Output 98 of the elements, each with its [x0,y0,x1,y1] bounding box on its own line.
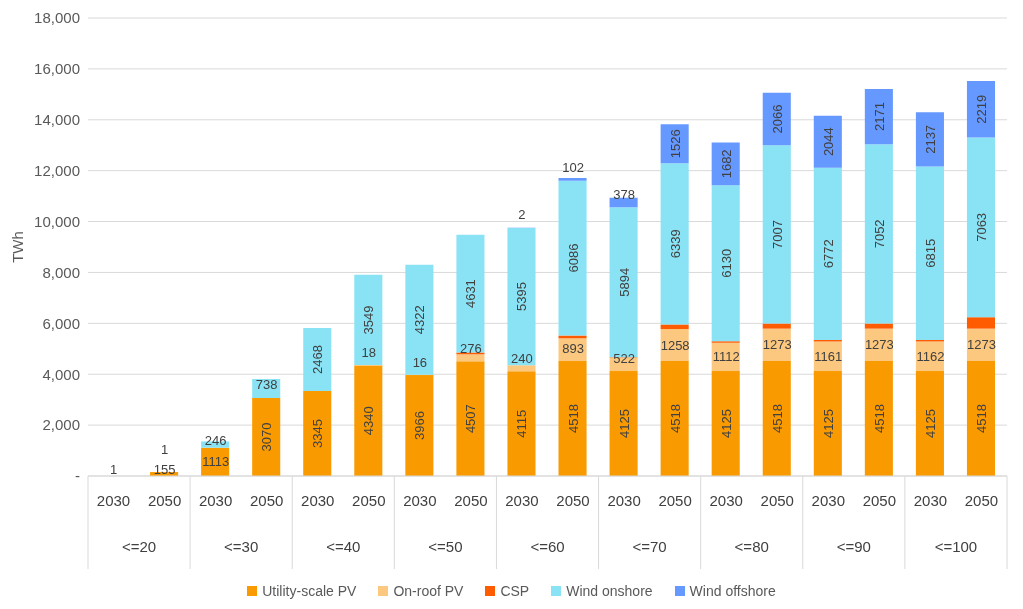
data-label: 4340 [361,406,377,436]
data-label: 6130 [718,248,734,278]
x-tick-label: 2030 [198,492,233,509]
data-label: 5395 [514,282,530,312]
data-label: 16 [412,354,428,370]
data-label: 1113 [202,454,230,470]
data-label: 6086 [565,243,581,273]
data-label: 2066 [769,104,785,134]
data-label: 1258 [660,337,690,353]
x-tick-label: 2050 [454,492,488,509]
x-tick-label: 2030 [913,492,948,509]
data-label: 7052 [871,219,887,249]
data-label: 1526 [667,129,683,159]
x-tick-label: 2050 [862,492,897,509]
x-tick-label: 2050 [352,492,386,509]
data-label: 4631 [463,279,479,309]
data-label: 18 [361,345,377,361]
y-tick-label: 4,000 [42,365,80,383]
y-tick-label: 18,000 [34,9,80,27]
x-tick-label: 2030 [505,492,539,509]
x-tick-label: 2030 [607,492,641,509]
data-label: 1 [160,441,169,457]
data-label: 4115 [514,409,530,438]
text: <=70 [632,538,667,555]
legend-label: CSP [499,583,530,599]
data-label: 1682 [718,149,734,179]
data-label: 2137 [922,124,938,154]
legend-label: Wind onshore [565,583,653,599]
x-tick-label: 2050 [147,492,182,509]
text: <=30 [224,538,259,555]
y-tick-label: 2,000 [42,416,80,434]
data-label: 276 [460,340,482,356]
data-label: 4518 [871,404,887,433]
x-tick-label: 2030 [96,492,131,509]
data-label: 1273 [762,337,792,353]
data-label: 240 [511,350,533,366]
data-label: 738 [255,377,278,393]
x-tick-label: 2050 [658,492,692,509]
text: <=100 [934,538,978,555]
data-label: 4518 [769,404,785,433]
y-tick-label: 8,000 [42,263,80,281]
data-label: 1162 [916,348,945,364]
y-axis-title: TWh [9,231,27,263]
data-label: 2171 [871,102,887,131]
legend-label: Utility-scale PV [261,583,357,599]
x-tick-label: 2030 [301,492,335,509]
data-label: 6815 [922,238,938,268]
text: <=90 [836,538,871,555]
data-label: 4125 [718,409,734,438]
data-label: 2468 [310,345,326,374]
data-label: 1273 [864,337,894,353]
y-tick-label: - [75,467,80,485]
text: <=20 [121,538,157,555]
data-label: 6772 [820,239,836,269]
data-label: 4322 [412,305,428,335]
data-label: 3070 [259,422,275,452]
data-label: 4507 [463,404,479,434]
data-label: 3345 [310,418,326,448]
y-tick-label: 12,000 [34,161,80,179]
legend-label: On-roof PV [392,583,464,599]
x-tick-label: 2030 [709,492,743,509]
data-label: 5894 [616,267,632,297]
x-tick-label: 2050 [556,492,590,509]
y-tick-label: 10,000 [34,212,80,230]
x-tick-label: 2050 [964,492,999,509]
data-label: 6339 [667,229,683,259]
y-tick-label: 16,000 [34,60,80,78]
data-label: 893 [562,340,584,356]
data-label: 7063 [973,212,989,242]
y-tick-label: 6,000 [42,314,80,332]
x-tick-label: 2030 [811,492,845,509]
legend-label: Wind offshore [688,583,776,599]
data-label: 1161 [814,348,843,364]
data-label: 102 [562,160,584,176]
data-label: 246 [204,433,227,449]
x-tick-label: 2050 [760,492,794,509]
data-label: 2 [518,207,526,223]
data-label: 4125 [820,409,836,438]
data-label: 4518 [667,404,683,433]
x-tick-label: 2050 [250,492,284,509]
data-label: 7007 [769,219,785,249]
data-label: 4125 [922,409,938,438]
text: <=80 [734,538,769,555]
data-label: 4125 [616,409,632,438]
data-label: 1112 [712,349,740,365]
data-label: 1 [109,461,118,477]
data-label: 4518 [973,404,989,433]
data-label: 2044 [820,127,836,157]
data-label: 378 [613,186,635,202]
text: <=50 [428,538,463,555]
data-label: 4518 [565,404,581,433]
data-label: 3966 [412,411,428,440]
text: <=40 [326,538,361,555]
text: <=60 [530,538,565,555]
data-label: 3549 [361,305,377,335]
y-tick-label: 14,000 [34,111,80,129]
data-label: 2219 [973,94,989,124]
x-tick-label: 2030 [403,492,437,509]
